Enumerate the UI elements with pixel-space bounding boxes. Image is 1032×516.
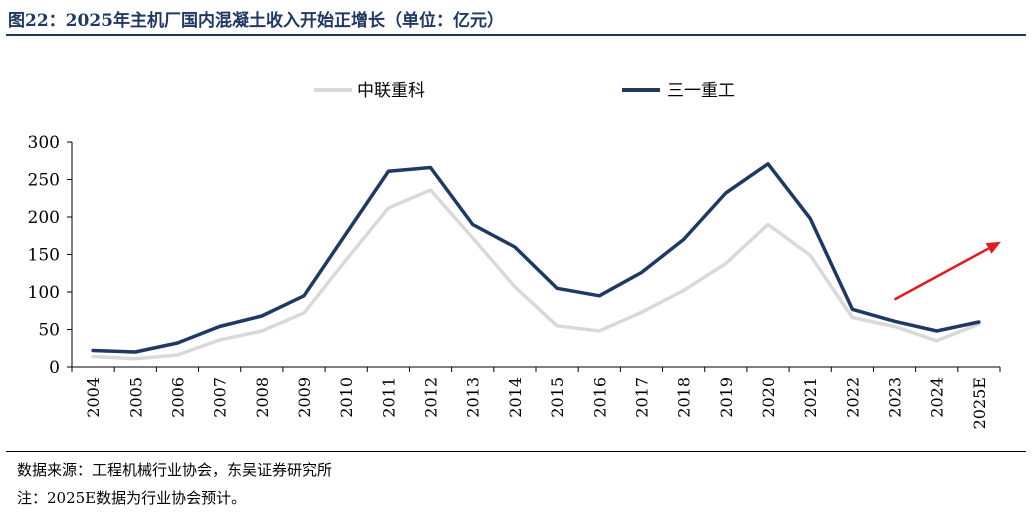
x-tick-label: 2018 — [675, 377, 694, 418]
chart-annotation — [893, 241, 1001, 301]
series-line-sany — [91, 162, 981, 354]
x-tick-label: 2010 — [337, 377, 356, 418]
x-tick-label: 2009 — [295, 377, 314, 418]
x-tick-label: 2004 — [84, 377, 103, 418]
legend-label: 中联重科 — [357, 81, 425, 101]
chart-series — [91, 162, 981, 361]
footnote: 注：2025E数据为行业协会预计。 — [17, 489, 247, 507]
source-note: 数据来源：工程机械行业协会，东吴证券研究所 — [17, 461, 333, 479]
x-tick-label: 2011 — [379, 377, 398, 418]
y-tick-label: 200 — [28, 208, 60, 228]
x-tick-label: 2015 — [548, 377, 567, 418]
y-tick-label: 100 — [28, 283, 60, 303]
title-rule — [6, 34, 1026, 36]
x-tick-label: 2008 — [253, 377, 272, 418]
y-tick-label: 150 — [28, 246, 60, 266]
x-tick-label: 2022 — [843, 377, 862, 418]
chart-legend: 中联重科 三一重工 — [314, 81, 735, 101]
x-tick-label: 2016 — [590, 377, 609, 418]
series-line-zoomlion — [91, 188, 981, 361]
x-tick-label: 2025E — [970, 377, 989, 429]
legend-label: 三一重工 — [667, 81, 735, 101]
figure-title: 图22：2025年主机厂国内混凝土收入开始正增长（单位：亿元） — [8, 11, 504, 31]
footer-rule — [6, 451, 1026, 452]
y-tick-label: 300 — [28, 133, 60, 153]
x-tick-label: 2021 — [801, 377, 820, 418]
chart-axes: 0 50 100 150 200 250 300 2004 2005 2006 2007 2008 20… — [28, 133, 1001, 429]
y-tick-label: 0 — [49, 358, 60, 378]
x-tick-label: 2023 — [886, 377, 905, 418]
x-tick-label: 2019 — [717, 377, 736, 418]
x-tick-label: 2020 — [759, 377, 778, 418]
x-tick-label: 2007 — [211, 377, 230, 418]
x-tick-label: 2024 — [928, 377, 947, 418]
x-tick-label: 2012 — [422, 377, 441, 418]
x-tick-label: 2006 — [168, 377, 187, 418]
trend-arrow-shaft — [893, 247, 990, 301]
x-tick-label: 2013 — [464, 377, 483, 418]
x-tick-label: 2014 — [506, 377, 525, 418]
x-tick-label: 2017 — [632, 377, 651, 418]
line-chart: 中联重科 三一重工 0 50 100 150 200 250 300 2004 2005 2006 2… — [28, 81, 1001, 429]
y-tick-label: 50 — [38, 321, 60, 341]
y-tick-label: 250 — [28, 171, 60, 191]
x-tick-label: 2005 — [126, 377, 145, 418]
trend-arrow-head — [985, 241, 1001, 254]
